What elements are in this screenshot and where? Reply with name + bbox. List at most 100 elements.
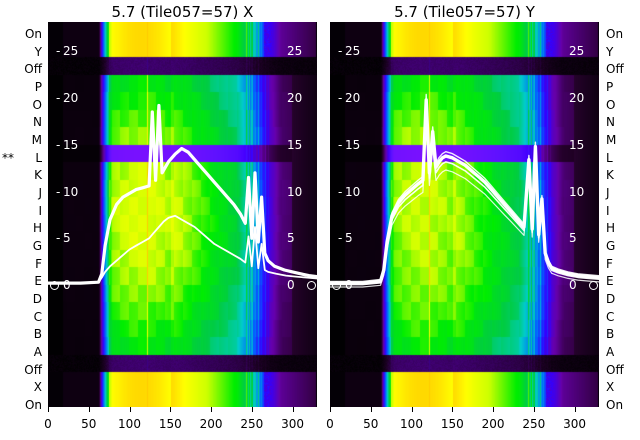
row-label-m-6: M: [31, 133, 42, 147]
x-tick-mark-300: [292, 407, 294, 412]
x-tick-label-50: 50: [81, 417, 97, 431]
x-tick-label-200: 200: [481, 417, 505, 431]
row-label-c-16: C: [33, 309, 42, 324]
row-label-a-18: A: [33, 345, 42, 359]
y-tick-10-inner-right: 10: [569, 184, 585, 199]
y-tick-20-inner-right: 20: [287, 91, 303, 105]
right-row-label-axis: On Y Off P O N M L K J I H G F E D C B A Off X On: [600, 22, 640, 411]
x-tick-mark-0: [48, 407, 49, 412]
row-label-j-9: J: [38, 186, 42, 200]
row-label-m-6: M: [606, 133, 617, 147]
row-label-y-1: Y: [34, 44, 42, 59]
row-label-p-3: P: [606, 80, 614, 94]
row-label-h-11: H: [32, 221, 42, 236]
x-tick-label-100: 100: [118, 417, 141, 431]
x-tick-label-50: 50: [363, 417, 379, 431]
row-label-b-17: B: [33, 327, 42, 342]
y-tick-0-inner-left: 0: [345, 278, 353, 292]
x-tick-mark-200: [211, 407, 213, 412]
row-label-n-5: N: [606, 115, 615, 130]
row-label-g-12: G: [606, 239, 616, 253]
y-tick-20-inner-right: 20: [569, 91, 585, 105]
zero-origin-marker-1: [589, 281, 598, 290]
row-label-n-5: N: [33, 115, 42, 130]
profile-curves-x: [48, 103, 317, 285]
x-tick-mark-50: [370, 407, 372, 412]
x-tick-label-0: 0: [326, 417, 334, 431]
zero-origin-marker-1: [307, 281, 316, 290]
x-tick-label-300: 300: [563, 417, 586, 431]
row-label-e-14: E: [34, 274, 42, 289]
x-tick-label-150: 150: [158, 417, 182, 431]
y-tick-25-inner-right: 25: [287, 44, 303, 59]
row-label-i-10: I: [38, 203, 42, 218]
y-tick-5-inner-left: -5: [338, 231, 353, 246]
row-label-x-20: X: [33, 380, 42, 395]
x-tick-label-150: 150: [440, 417, 464, 431]
x-tick-label-200: 200: [199, 417, 223, 431]
row-label-j-9: J: [606, 186, 610, 200]
y-tick-15-inner-left: -15: [56, 137, 79, 152]
row-label-y-1: Y: [606, 44, 614, 59]
row-label-e-14: E: [606, 274, 614, 289]
y-tick-25-inner-left: -25: [56, 44, 79, 59]
row-label-g-12: G: [32, 239, 42, 253]
y-tick-0-inner-right: 0: [569, 278, 577, 292]
y-tick-10-inner-left: -10: [338, 184, 361, 199]
y-tick-25-inner-right: 25: [569, 44, 585, 59]
row-label-f-13: F: [35, 256, 42, 271]
row-label-on-0: On: [606, 27, 624, 41]
y-tick-0-inner-left: 0: [63, 278, 71, 292]
zero-origin-marker-0: [332, 281, 341, 290]
y-tick-0-inner-right: 0: [287, 278, 295, 292]
y-tick-5-inner-left: -5: [56, 231, 71, 246]
y-tick-10-inner-right: 10: [287, 184, 303, 199]
row-label-off-2: Off: [24, 62, 42, 77]
row-label-b-17: B: [606, 327, 615, 342]
x-tick-mark-0: [330, 407, 331, 412]
y-tick-10-inner-left: -10: [56, 184, 79, 199]
row-label-o-4: O: [606, 97, 616, 112]
x-tick-mark-300: [574, 407, 576, 412]
row-label-i-10: I: [606, 203, 610, 218]
x-tick-label-100: 100: [400, 417, 423, 431]
heatmap-panel-y[interactable]: [330, 22, 599, 407]
y-tick-15-inner-right: 15: [569, 137, 585, 152]
y-tick-15-inner-right: 15: [287, 137, 303, 152]
row-label-on-21: On: [24, 398, 42, 412]
row-label-l-7: L: [35, 150, 42, 165]
x-tick-label-250: 250: [522, 417, 546, 431]
x-tick-mark-150: [170, 407, 172, 412]
profile-curves-y: [330, 93, 599, 288]
row-label-off-19: Off: [24, 362, 42, 377]
row-label-h-11: H: [606, 221, 616, 236]
panel-title-y: 5.7 (Tile057=57) Y: [394, 3, 535, 21]
row-label-off-2: Off: [606, 62, 624, 77]
row-label-d-15: D: [32, 292, 42, 306]
left-row-label-axis: On Y Off P O N M L ** K J I H G F E D C B A Off X On: [0, 22, 46, 411]
x-tick-mark-150: [452, 407, 454, 412]
heatmap-panel-x[interactable]: [48, 22, 317, 407]
y-tick-20-inner-left: -20: [56, 91, 79, 105]
x-tick-label-250: 250: [240, 417, 264, 431]
y-tick-25-inner-left: -25: [338, 44, 361, 59]
row-label-a-18: A: [606, 345, 615, 359]
x-tick-mark-100: [411, 407, 413, 412]
x-tick-mark-250: [251, 407, 253, 412]
x-tick-mark-250: [533, 407, 535, 412]
x-tick-label-0: 0: [44, 417, 52, 431]
x-tick-mark-50: [88, 407, 90, 412]
y-tick-20-inner-left: -20: [338, 91, 361, 105]
heatmap-image-y: [330, 22, 599, 407]
row-label-l-7: L: [606, 150, 613, 165]
x-tick-label-300: 300: [281, 417, 304, 431]
y-tick-5-inner-right: 5: [569, 231, 577, 246]
x-axis-panel-x: 0 50 100 150 200 250 300: [44, 407, 317, 437]
y-tick-5-inner-right: 5: [287, 231, 295, 246]
zero-origin-marker-0: [50, 281, 59, 290]
row-label-off-19: Off: [606, 362, 624, 377]
row-label-on-0: On: [24, 27, 42, 41]
panel-title-x: 5.7 (Tile057=57) X: [111, 3, 254, 21]
y-tick-15-inner-left: -15: [338, 137, 361, 152]
